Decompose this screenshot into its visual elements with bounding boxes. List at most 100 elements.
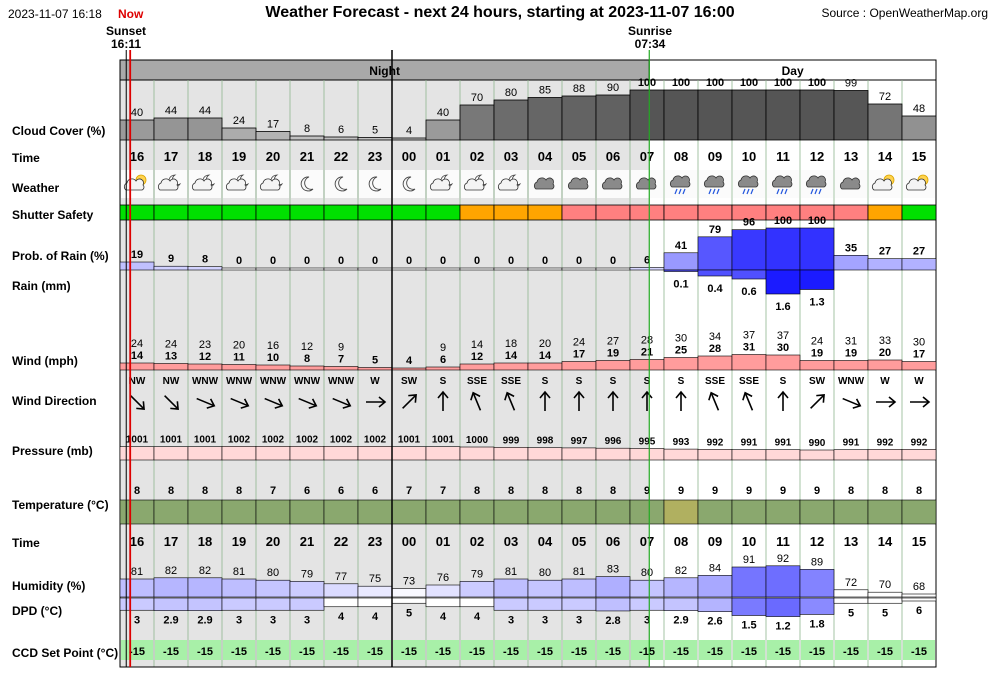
ccd-set-point-value: -15: [707, 646, 723, 658]
time-label: 20: [266, 149, 280, 164]
ccd-set-point-value: -15: [537, 646, 553, 658]
rain-cloud-icon: [805, 175, 827, 195]
cloud-cover-bar: [289, 135, 325, 141]
temperature-value: 9: [678, 485, 684, 497]
rain-probability-value: 0: [610, 255, 616, 267]
ccd-set-point-value: -15: [435, 646, 451, 658]
wind-gust-value: 31: [845, 336, 857, 348]
wind-direction-label: WNW: [260, 376, 287, 387]
wind-speed-bar: [459, 363, 495, 371]
temperature-value: 8: [508, 485, 514, 497]
wind-direction-label: SW: [809, 376, 826, 387]
humidity-bar: [799, 569, 835, 598]
temperature-value: 8: [848, 485, 854, 497]
rain-probability-value: 27: [913, 246, 925, 258]
humidity-bar: [187, 577, 223, 598]
humidity-bar: [833, 589, 869, 598]
shutter-safety-cell: [493, 204, 529, 221]
dpd-value: 1.2: [775, 621, 790, 633]
wind-arrow-icon: [539, 390, 551, 411]
dpd-value: 2.9: [163, 615, 178, 627]
pressure-bar: [425, 446, 461, 461]
wind-gust-value: 20: [539, 338, 551, 350]
time-label: 19: [232, 149, 246, 164]
ccd-set-point-value: -15: [129, 646, 145, 658]
wind-speed-bar: [867, 359, 903, 371]
temperature-cell: [323, 499, 359, 525]
ccd-set-point-value: -15: [911, 646, 927, 658]
rain-probability-bar: [493, 267, 529, 271]
row-label-time: Time: [12, 151, 40, 165]
wind-speed-bar: [425, 366, 461, 371]
wind-gust-value: 24: [573, 337, 585, 349]
pressure-value: 1000: [466, 435, 489, 446]
row-label-humidity: Humidity (%): [12, 579, 86, 593]
temperature-value: 9: [644, 485, 650, 497]
ccd-set-point-value: -15: [809, 646, 825, 658]
rain-probability-bar: [425, 267, 461, 271]
dpd-value: 1.8: [809, 618, 824, 630]
humidity-value: 83: [607, 564, 619, 576]
wind-gust-value: 24: [165, 339, 177, 351]
wind-arrow-icon: [366, 396, 387, 408]
rain-cloud-icon: [703, 175, 725, 195]
rain-cloud-icon: [737, 175, 759, 195]
wind-direction-label: SSE: [467, 376, 487, 387]
temperature-value: 8: [236, 485, 242, 497]
dpd-bar: [629, 597, 665, 611]
wind-arrow-icon: [504, 391, 516, 411]
sunrise-time: 07:34: [634, 37, 666, 51]
partly-cloudy-day-icon: [905, 174, 929, 191]
pressure-value: 996: [605, 436, 622, 447]
wind-speed-bar: [323, 366, 359, 371]
shutter-safety-cell: [391, 204, 427, 221]
time-label-bottom: 14: [878, 534, 893, 549]
wind-speed-bar: [357, 367, 393, 371]
rain-probability-bar: [595, 267, 631, 271]
dpd-value: 3: [270, 614, 276, 626]
humidity-value: 81: [573, 566, 585, 578]
wind-direction-label: W: [880, 376, 890, 387]
time-label: 21: [300, 149, 314, 164]
partly-cloudy-night-icon: [259, 174, 284, 191]
rain-probability-bar: [561, 267, 597, 271]
pressure-bar: [697, 449, 733, 461]
shutter-safety-cell: [221, 204, 257, 221]
wind-gust-value: 14: [471, 339, 483, 351]
pressure-value: 999: [503, 435, 520, 446]
pressure-bar: [221, 446, 257, 461]
wind-speed-bar: [765, 354, 801, 371]
time-label: 10: [742, 149, 756, 164]
humidity-bar: [391, 588, 427, 598]
cloud-cover-bar: [663, 89, 699, 141]
wind-direction-label: WNW: [838, 376, 865, 387]
wind-speed-value: 12: [471, 351, 483, 363]
pressure-value: 993: [673, 437, 690, 448]
partly-cloudy-night-icon: [157, 174, 182, 191]
ccd-set-point-cell: [461, 640, 493, 660]
wind-speed-value: 20: [879, 347, 891, 359]
dpd-bar: [425, 597, 461, 608]
humidity-value: 81: [131, 566, 143, 578]
pressure-value: 997: [571, 436, 588, 447]
ccd-set-point-cell: [903, 640, 935, 660]
cloud-cover-bar: [357, 137, 393, 141]
temperature-value: 8: [134, 485, 140, 497]
ccd-set-point-value: -15: [741, 646, 757, 658]
wind-speed-value: 4: [406, 355, 413, 367]
dpd-bar: [493, 597, 529, 611]
wind-speed-bar: [629, 359, 665, 371]
rain-probability-value: 9: [168, 253, 174, 265]
cloud-cover-value: 72: [879, 91, 891, 103]
dpd-bar: [221, 597, 257, 611]
cloud-cover-value: 100: [808, 77, 826, 89]
cloud-cover-value: 48: [913, 103, 925, 115]
time-label: 05: [572, 149, 586, 164]
cloud-cover-value: 6: [338, 124, 344, 136]
wind-direction-label: WNW: [294, 376, 321, 387]
pressure-bar: [799, 449, 835, 461]
ccd-set-point-value: -15: [333, 646, 349, 658]
temperature-value: 6: [338, 485, 344, 497]
dpd-value: 3: [508, 614, 514, 626]
dpd-bar: [561, 597, 597, 611]
